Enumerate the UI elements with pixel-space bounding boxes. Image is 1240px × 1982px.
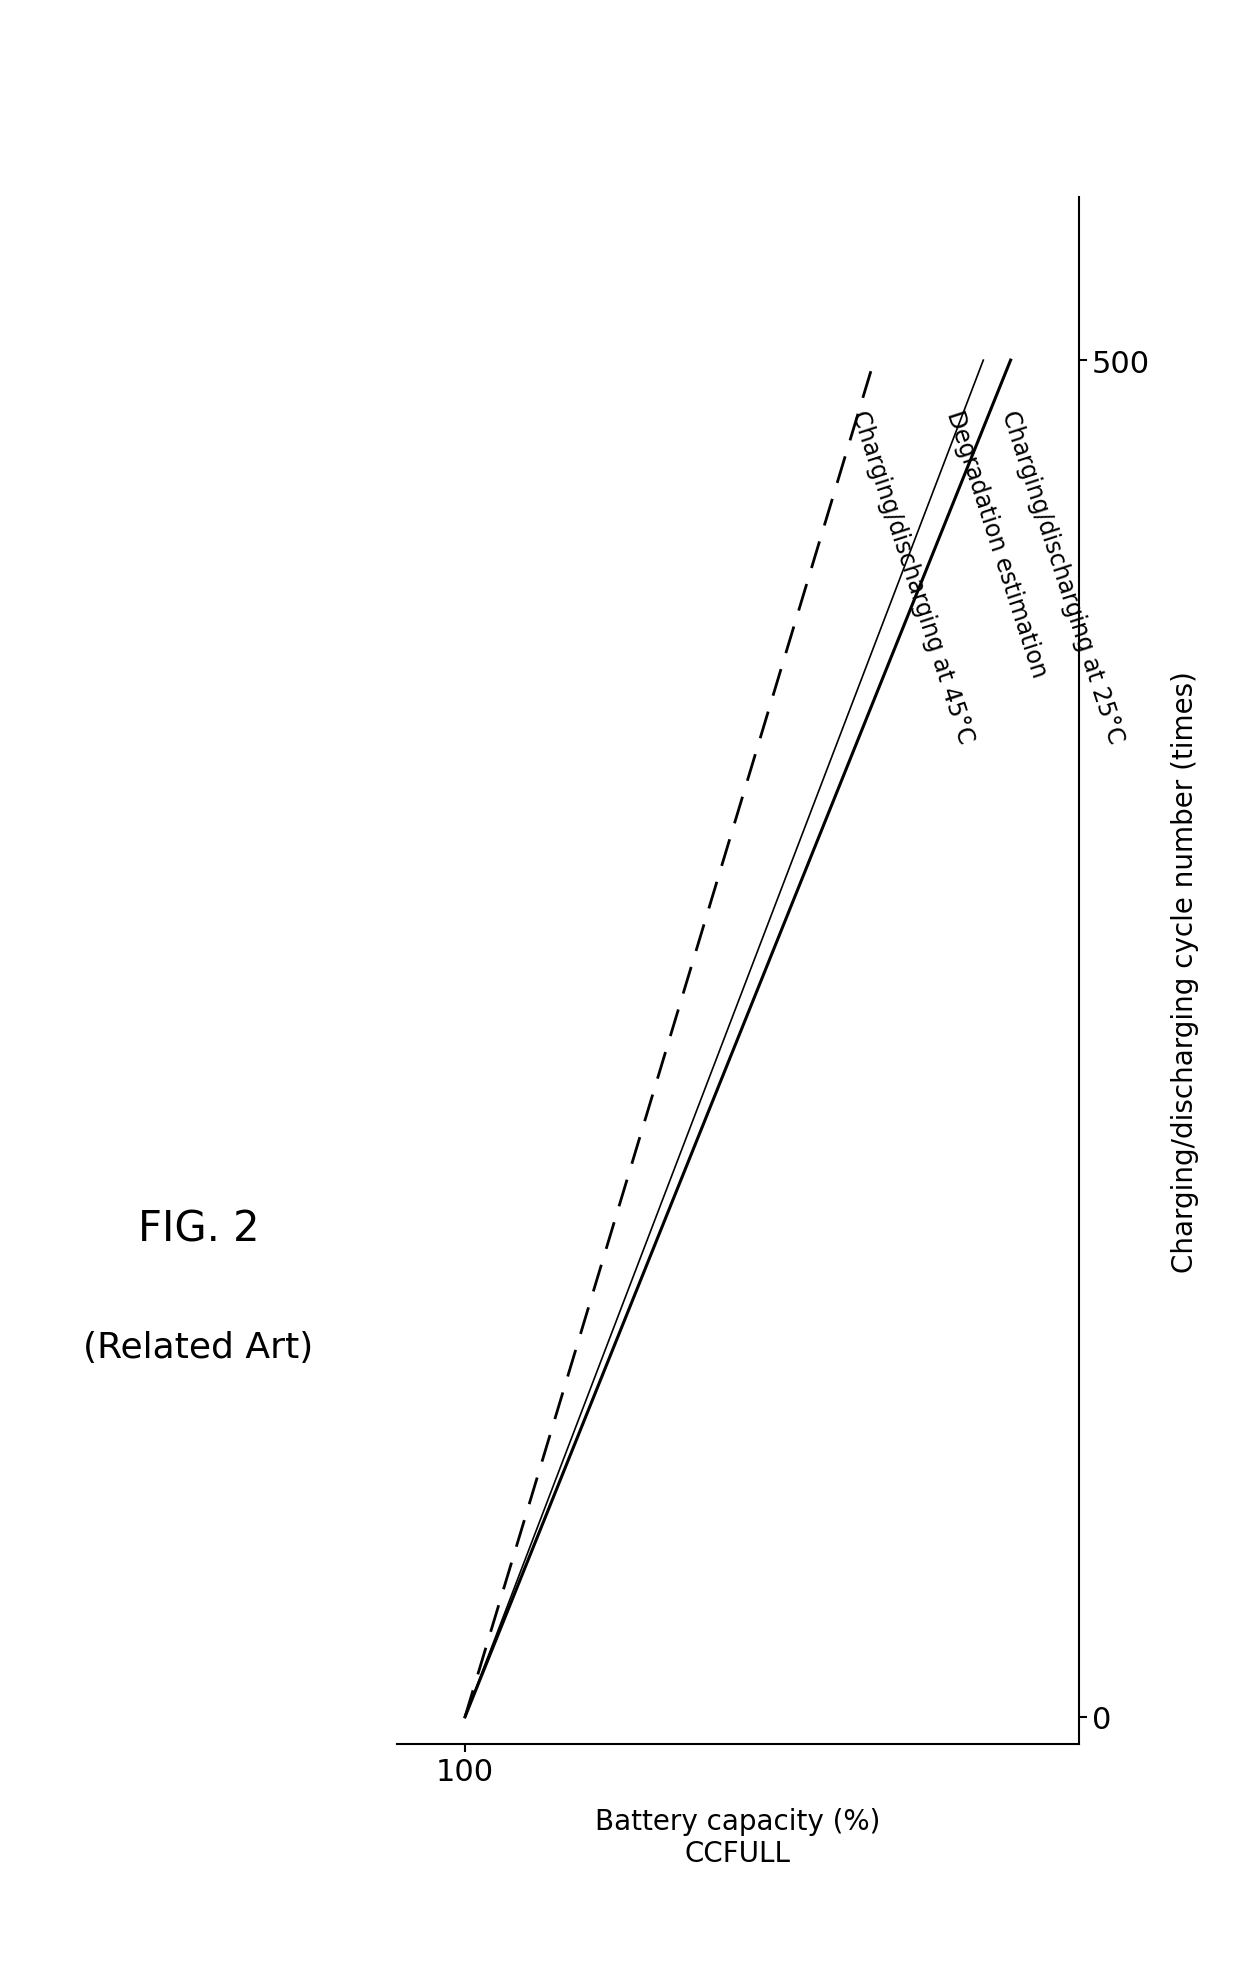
- Text: Degradation estimation: Degradation estimation: [942, 408, 1052, 682]
- Text: FIG. 2: FIG. 2: [138, 1207, 259, 1251]
- X-axis label: Battery capacity (%)
CCFULL: Battery capacity (%) CCFULL: [595, 1808, 880, 1867]
- Y-axis label: Charging/discharging cycle number (times): Charging/discharging cycle number (times…: [1171, 670, 1199, 1272]
- Text: Charging/discharging at 45°C: Charging/discharging at 45°C: [847, 408, 977, 747]
- Text: Charging/discharging at 25°C: Charging/discharging at 25°C: [997, 408, 1127, 747]
- Text: (Related Art): (Related Art): [83, 1330, 314, 1366]
